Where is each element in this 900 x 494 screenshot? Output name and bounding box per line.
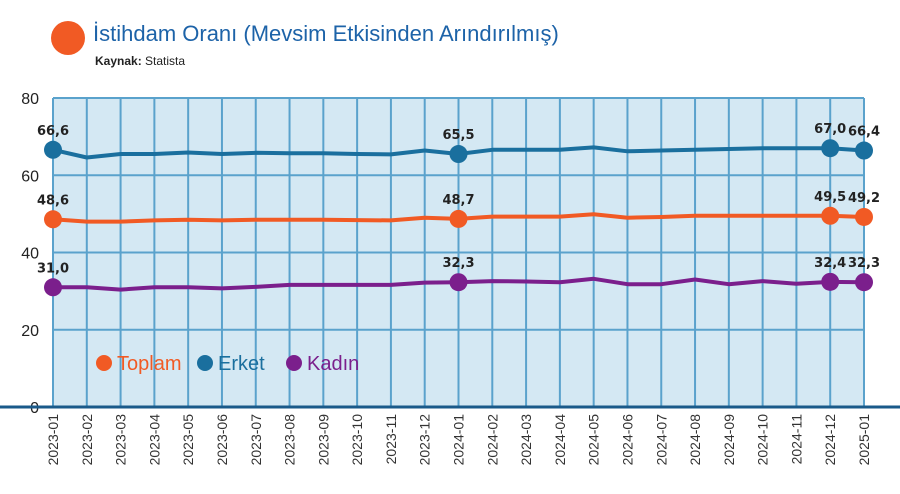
data-point-erket-2023-01 [44,140,62,159]
x-tick-label-2023-11: 2023-11 [383,414,399,465]
data-point-toplam-2024-12 [821,206,840,225]
x-tick-label-2024-08: 2024-08 [687,414,703,466]
data-point-kadın-2024-12 [821,272,840,291]
legend-marker-toplam [96,355,112,371]
legend-marker-erket [197,355,213,371]
x-tick-label-2023-01: 2023-01 [45,414,61,466]
x-tick-label-2024-11: 2024-11 [788,414,804,465]
x-tick-label-2023-04: 2023-04 [146,414,162,466]
source-value: Statista [145,54,186,68]
x-tick-label-2024-12: 2024-12 [822,414,838,466]
legend-label-toplam: Toplam [117,353,181,375]
title-dot-icon [51,21,85,55]
x-tick-label-2024-10: 2024-10 [755,414,771,466]
x-tick-label-2023-09: 2023-09 [315,414,331,466]
legend-marker-kadın [286,355,302,371]
x-tick-label-2024-04: 2024-04 [552,414,568,466]
data-point-erket-2024-12 [821,139,840,158]
data-label-kadın-2024-12: 32,4 [814,256,846,271]
data-point-erket-2025-01 [855,141,873,160]
data-label-erket-2024-01: 65,5 [442,128,474,143]
data-label-toplam-2024-12: 49,5 [814,190,846,205]
data-point-kadın-2025-01 [855,273,873,292]
data-label-erket-2025-01: 66,4 [848,125,880,140]
source-label: Kaynak: [95,54,142,68]
x-tick-label-2024-03: 2024-03 [518,414,534,466]
chart-title: İstihdam Oranı (Mevsim Etkisinden Arındı… [93,21,559,46]
x-tick-label-2023-07: 2023-07 [248,414,264,466]
y-tick-label-20: 20 [21,323,39,340]
x-tick-label-2025-01: 2025-01 [856,414,872,466]
data-point-kadın-2023-01 [44,278,62,297]
x-tick-label-2024-09: 2024-09 [721,414,737,466]
source-line: Kaynak: Statista [95,54,185,68]
x-tick-label-2024-05: 2024-05 [586,414,602,466]
x-tick-label-2024-07: 2024-07 [653,414,669,466]
x-tick-label-2023-03: 2023-03 [113,414,129,466]
data-point-toplam-2025-01 [855,207,873,226]
x-tick-label-2024-06: 2024-06 [619,414,635,466]
data-label-kadın-2024-01: 32,3 [442,256,474,271]
x-tick-label-2023-10: 2023-10 [349,414,365,466]
y-tick-label-80: 80 [21,91,39,108]
x-tick-label-2023-12: 2023-12 [417,414,433,466]
x-tick-label-2023-08: 2023-08 [282,414,298,466]
data-label-kadın-2023-01: 31,0 [37,261,69,276]
data-label-toplam-2023-01: 48,6 [37,193,69,208]
data-point-kadın-2024-01 [449,273,468,292]
data-label-toplam-2025-01: 49,2 [848,191,880,206]
data-label-erket-2023-01: 66,6 [37,124,69,139]
x-tick-label-2024-01: 2024-01 [451,414,467,466]
data-point-toplam-2023-01 [44,210,62,229]
x-tick-label-2023-06: 2023-06 [214,414,230,466]
legend-label-erket: Erket [218,353,265,375]
y-tick-label-60: 60 [21,168,39,185]
data-point-erket-2024-01 [449,145,468,164]
data-label-erket-2024-12: 67,0 [814,122,846,137]
y-tick-label-40: 40 [21,246,39,263]
x-tick-label-2023-05: 2023-05 [180,414,196,466]
data-label-toplam-2024-01: 48,7 [442,193,474,208]
legend-label-kadın: Kadın [307,353,359,375]
data-point-toplam-2024-01 [449,209,468,228]
x-tick-label-2023-02: 2023-02 [79,414,95,466]
x-tick-label-2024-02: 2024-02 [484,414,500,466]
data-label-kadın-2025-01: 32,3 [848,256,880,271]
